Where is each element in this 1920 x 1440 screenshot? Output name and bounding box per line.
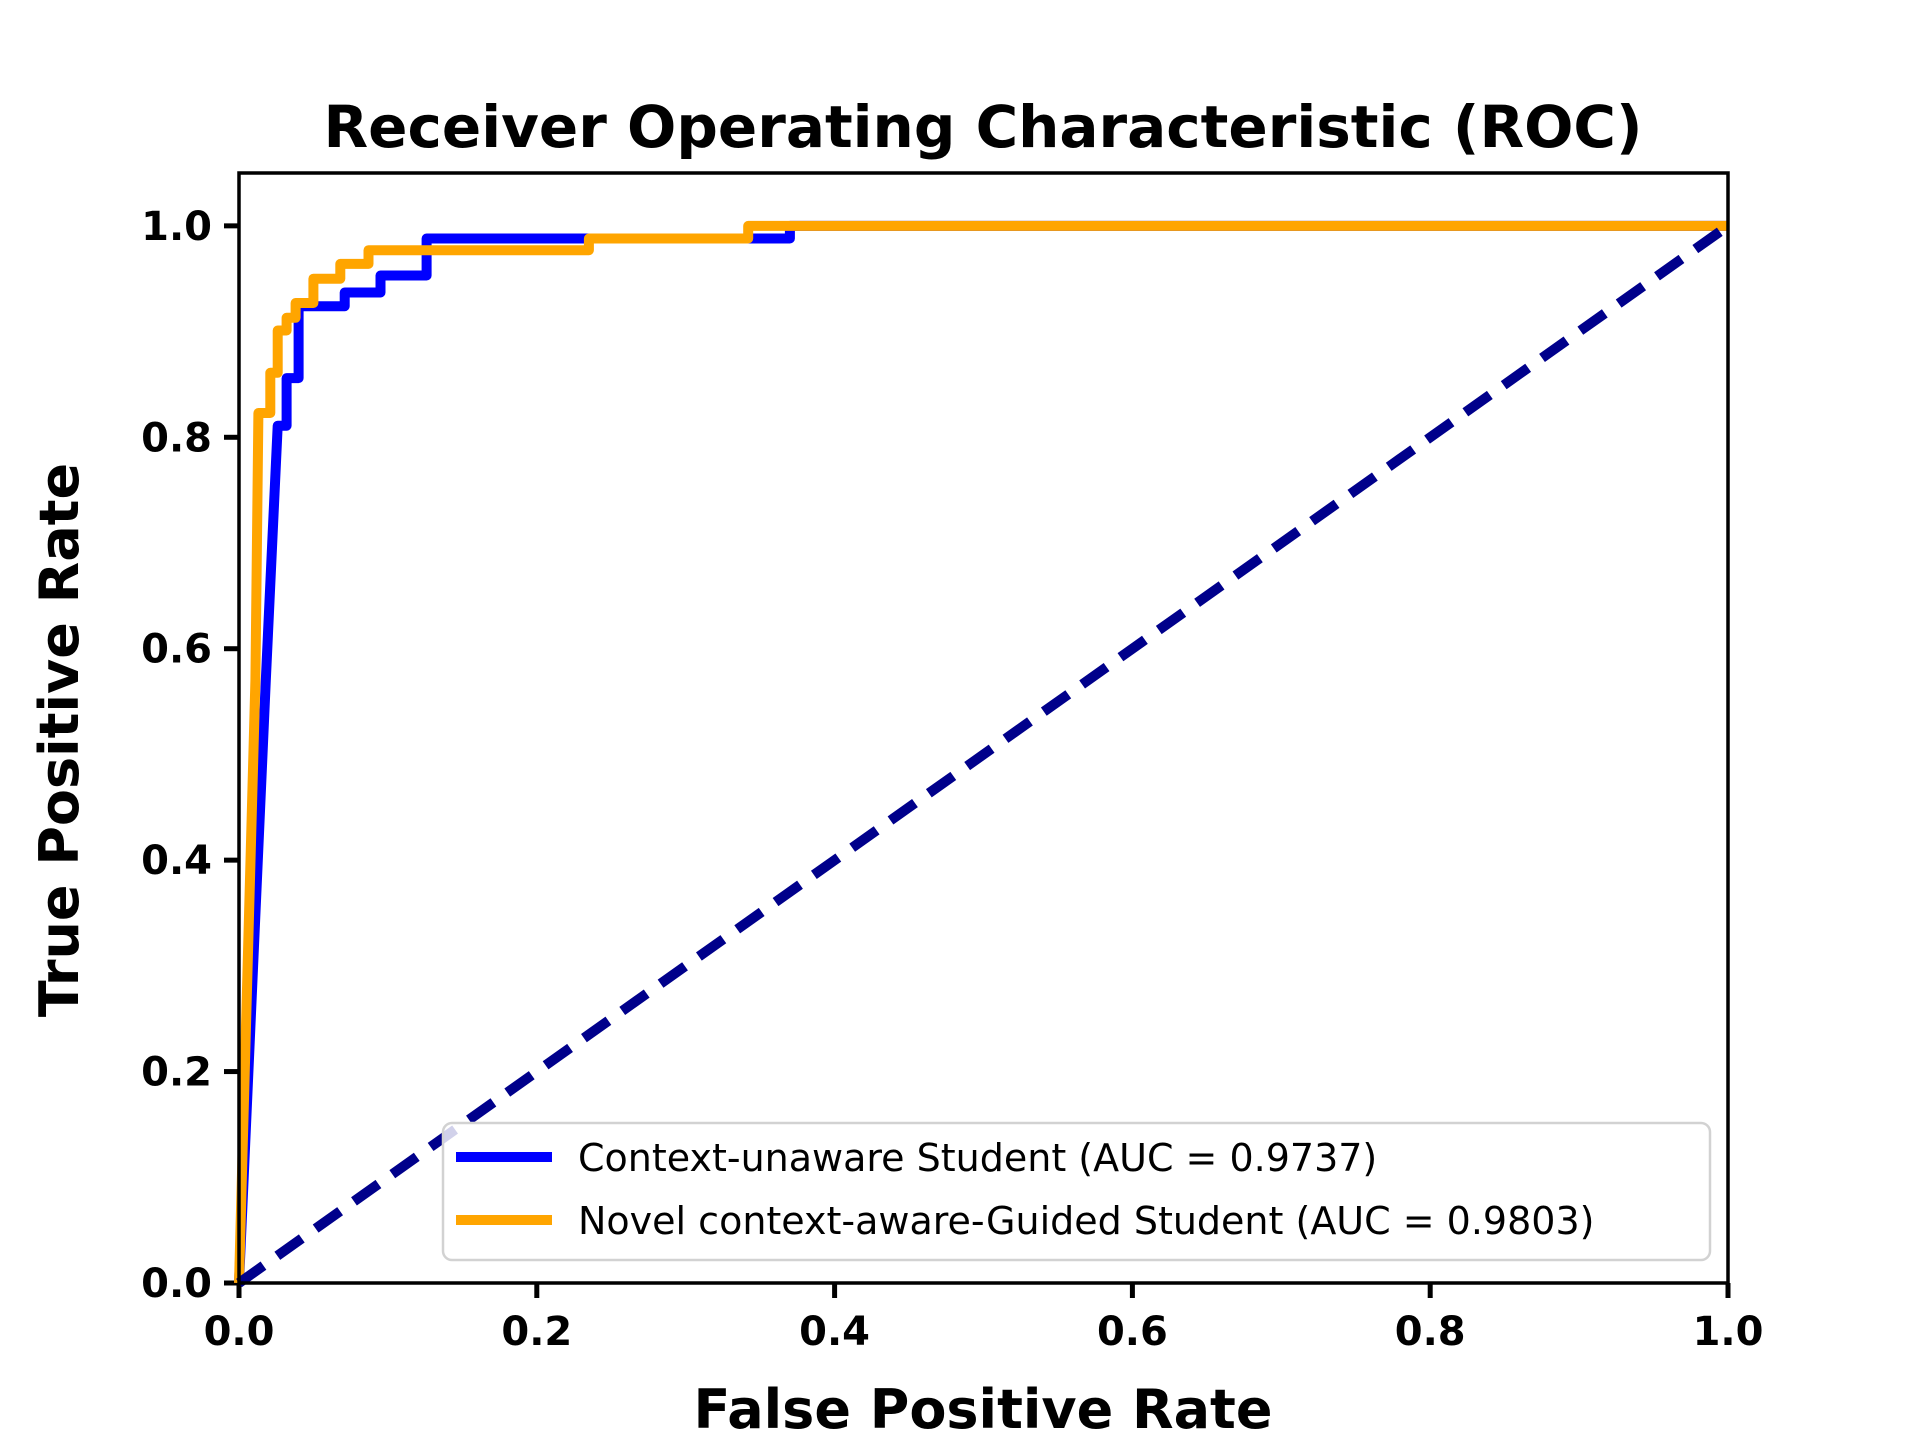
y-tick-label: 0.8: [141, 415, 212, 461]
roc-curve-context-aware-guided-student: [234, 220, 1728, 1284]
chart-title: Receiver Operating Characteristic (ROC): [324, 93, 1643, 161]
x-axis-ticks: 0.0 0.2 0.4 0.6 0.8 1.0: [204, 1283, 1764, 1355]
legend-label-context-unaware: Context-unaware Student (AUC = 0.9737): [578, 1136, 1377, 1180]
x-tick-label: 0.4: [799, 1309, 870, 1355]
legend: Context-unaware Student (AUC = 0.9737) N…: [441, 1121, 1712, 1262]
x-tick-label: 0.8: [1395, 1309, 1466, 1355]
plot-frame: [237, 171, 1730, 1285]
legend-box: [441, 1121, 1712, 1262]
legend-label-context-aware: Novel context-aware-Guided Student (AUC …: [578, 1199, 1594, 1243]
y-axis-ticks: 0.0 0.2 0.4 0.6 0.8 1.0: [141, 204, 239, 1307]
x-tick-label: 1.0: [1693, 1309, 1764, 1355]
x-tick-label: 0.6: [1097, 1309, 1168, 1355]
x-axis-label: False Positive Rate: [694, 1378, 1273, 1440]
y-tick-label: 1.0: [141, 204, 212, 250]
y-axis-label: True Positive Rate: [28, 463, 91, 1017]
x-tick-label: 0.2: [501, 1309, 572, 1355]
chance-diagonal-line: [236, 221, 1731, 1288]
y-tick-label: 0.4: [141, 838, 212, 884]
y-tick-label: 0.6: [141, 627, 212, 673]
y-tick-label: 0.2: [141, 1050, 212, 1096]
y-tick-label: 0.0: [141, 1261, 212, 1307]
x-tick-label: 0.0: [204, 1309, 275, 1355]
